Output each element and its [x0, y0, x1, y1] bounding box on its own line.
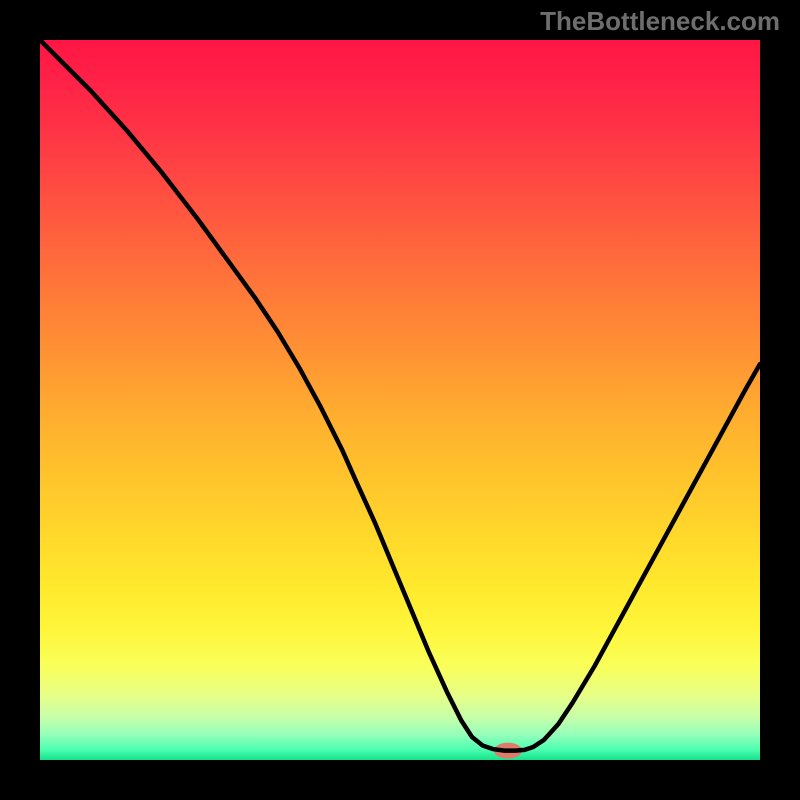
watermark-text: TheBottleneck.com: [540, 6, 780, 36]
plot-gradient-background: [40, 40, 760, 760]
chart-svg: TheBottleneck.com: [0, 0, 800, 800]
bottleneck-chart-container: TheBottleneck.com: [0, 0, 800, 800]
